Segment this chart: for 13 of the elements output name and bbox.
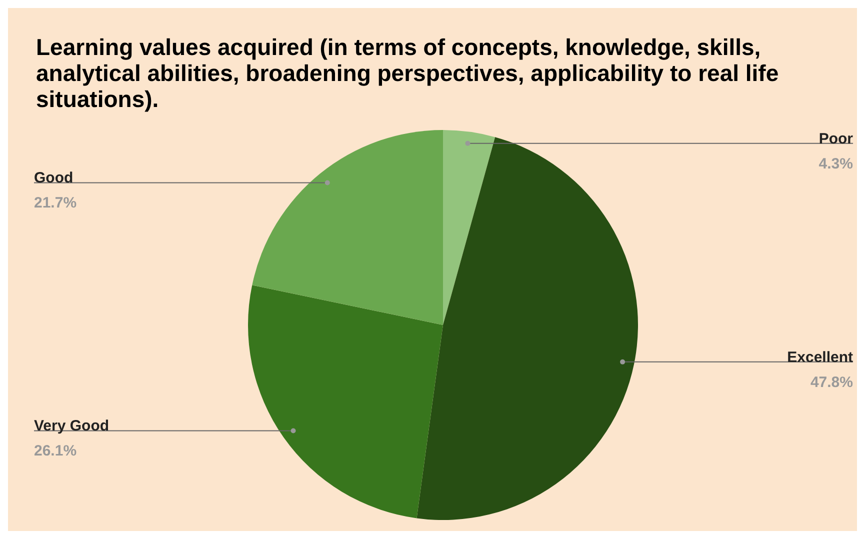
slice-label: Very Good xyxy=(34,418,110,435)
pie-slice xyxy=(443,130,496,325)
chart-title: Learning values acquired (in terms of concepts, knowledge, skills, analytical abilities, broadening perspectives, applicability to real life situations). xyxy=(36,34,780,112)
data-label: 47.8% xyxy=(810,374,853,391)
slice-label: Good xyxy=(34,170,74,187)
pie-slice xyxy=(248,285,443,518)
data-label: 26.1% xyxy=(34,442,77,460)
slice-label: Excellent xyxy=(787,348,853,366)
pie-slice xyxy=(416,137,638,520)
pie-slice xyxy=(252,130,443,325)
data-label: 4.3% xyxy=(818,155,853,172)
data-label: 21.7% xyxy=(34,194,77,212)
slice-label: Poor xyxy=(818,130,854,148)
